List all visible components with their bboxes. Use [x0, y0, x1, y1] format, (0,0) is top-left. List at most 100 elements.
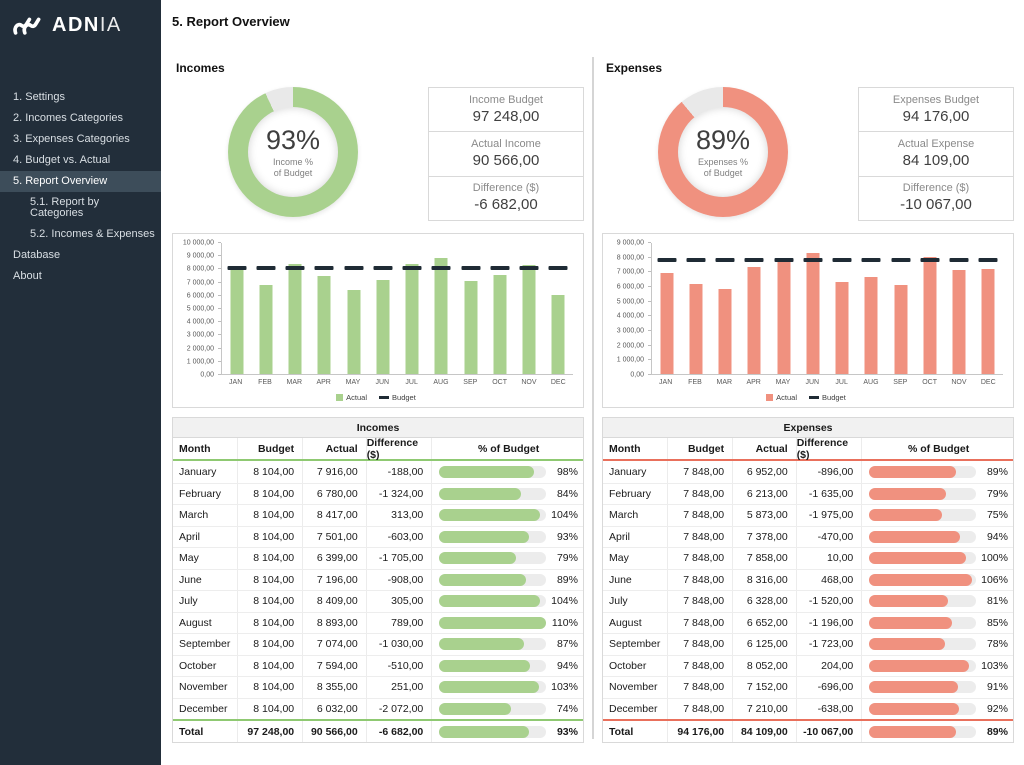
month-slot-oct — [915, 243, 944, 374]
actual-bar — [551, 294, 565, 374]
pct-value: 92% — [986, 702, 1008, 715]
sidebar-item-3-expenses-categories[interactable]: 3. Expenses Categories — [13, 133, 130, 145]
pct-bar-fill — [439, 552, 516, 565]
cell-month: Total — [609, 725, 634, 738]
budget-marker — [344, 265, 364, 270]
actual-bar — [317, 275, 331, 374]
pct-bar-fill — [439, 509, 541, 522]
cell-difference: -1 030,00 — [365, 634, 432, 655]
y-tick-mark — [218, 281, 221, 283]
x-axis: JAN FEB MAR APR MAY JUN JUL AUG SEP OCT NOV DEC — [221, 375, 573, 390]
month-slot-feb — [251, 243, 280, 374]
y-tick-label: 2 000,00 — [186, 345, 214, 353]
cell-month: November — [609, 681, 658, 694]
stat-value: 97 248,00 — [472, 107, 540, 125]
x-tick-label: NOV — [521, 379, 537, 386]
actual-bar — [230, 270, 244, 374]
cell-actual: 7 074,00 — [302, 634, 366, 655]
pct-bar-track — [439, 595, 546, 608]
month-slot-jun — [368, 243, 397, 374]
cell-budget: 7 848,00 — [666, 505, 733, 526]
expenses-donut-caption: Expenses % of Budget — [698, 157, 748, 179]
y-tick-mark — [218, 268, 221, 270]
pct-bar-fill — [439, 681, 540, 694]
y-tick-mark — [218, 294, 221, 296]
budget-marker — [744, 257, 764, 262]
y-axis: 0,00 1 000,00 2 000,00 3 000,00 4 000,00 5 00… — [179, 239, 221, 379]
chart-plot-area: 0,00 1 000,00 2 000,00 3 000,00 4 000,00 5 00… — [609, 240, 1003, 379]
sidebar-item-about[interactable]: About — [13, 270, 42, 282]
cell-difference: -2 072,00 — [365, 698, 432, 719]
cell-difference: 251,00 — [365, 677, 432, 698]
y-tick-mark — [218, 374, 221, 375]
stat-label: Actual Expense — [897, 137, 975, 150]
pct-value: 110% — [551, 616, 578, 629]
y-tick-label: 2 000,00 — [616, 342, 644, 350]
pct-bar-fill — [439, 616, 546, 629]
budget-marker — [519, 265, 539, 270]
y-axis: 0,00 1 000,00 2 000,00 3 000,00 4 000,00 5 00… — [609, 240, 651, 379]
cell-pct-of-budget: 106% — [861, 569, 1013, 590]
cell-actual: 6 032,00 — [302, 698, 366, 719]
dash-swatch-icon — [379, 395, 390, 399]
stat-value: -10 067,00 — [900, 196, 972, 214]
cell-pct-of-budget: 100% — [861, 548, 1013, 569]
y-tick-label: 1 000,00 — [186, 358, 214, 366]
cell-budget: 7 848,00 — [666, 569, 733, 590]
month-slot-nov — [515, 243, 544, 374]
pct-bar-fill — [869, 681, 958, 694]
sidebar-item-1-settings[interactable]: 1. Settings — [13, 91, 65, 103]
pct-bar-track — [869, 616, 976, 629]
budget-marker — [686, 257, 706, 262]
incomes-table: Incomes Month Budget Actual Difference ($)% … — [172, 417, 584, 743]
cell-month: May — [179, 552, 199, 565]
incomes-donut-percent: 93% — [265, 124, 321, 155]
sidebar-item-5-report-overview[interactable]: 5. Report Overview — [0, 171, 161, 192]
y-tick-label: 6 000,00 — [186, 292, 214, 300]
cell-actual: 7 210,00 — [732, 698, 796, 719]
column-header: Actual — [302, 438, 366, 459]
cell-budget: 8 104,00 — [236, 483, 303, 504]
budget-marker — [227, 265, 247, 270]
table-row: September 7 848,00 6 125,00 -1 723,00 78% — [603, 633, 1013, 655]
cell-month: July — [609, 595, 628, 608]
pct-bar-track — [869, 681, 976, 694]
cell-pct-of-budget: 103% — [861, 655, 1013, 676]
cell-actual: 6 952,00 — [732, 461, 796, 483]
x-tick-label: AUG — [433, 379, 449, 386]
actual-bar — [522, 264, 536, 374]
sidebar-item-5-1-report-by-categories[interactable]: 5.1. Report by Categories — [30, 196, 100, 219]
month-slot-feb — [681, 243, 710, 374]
cell-month: November — [179, 681, 228, 694]
cell-pct-of-budget: 104% — [431, 591, 583, 612]
cell-actual: 7 858,00 — [732, 548, 796, 569]
cell-budget: 7 848,00 — [666, 548, 733, 569]
stat-label: Actual Income — [471, 137, 541, 150]
cell-difference: 313,00 — [365, 505, 432, 526]
x-tick-label: JUL — [405, 379, 418, 386]
cell-budget: 8 104,00 — [236, 526, 303, 547]
sidebar-item-4-budget-vs-actual[interactable]: 4. Budget vs. Actual — [13, 154, 111, 166]
pct-bar-fill — [869, 616, 952, 629]
pct-bar-fill — [869, 465, 956, 478]
pct-bar-track — [439, 552, 546, 565]
sidebar-item-5-2-incomes-expenses[interactable]: 5.2. Incomes & Expenses — [30, 228, 155, 240]
cell-difference: 204,00 — [795, 655, 862, 676]
plot — [651, 243, 1003, 375]
cell-month: September — [179, 638, 231, 651]
cell-pct-of-budget: 103% — [431, 677, 583, 698]
pct-bar-track — [869, 638, 976, 651]
cell-month: Total — [179, 725, 204, 738]
actual-bar — [747, 266, 761, 374]
cell-pct-of-budget: 75% — [861, 505, 1013, 526]
y-tick-label: 10 000,00 — [182, 239, 214, 247]
cell-budget: 97 248,00 — [236, 721, 303, 742]
sidebar-item-database[interactable]: Database — [13, 249, 61, 261]
table-row: May 8 104,00 6 399,00 -1 705,00 79% — [173, 547, 583, 569]
sidebar-item-2-incomes-categories[interactable]: 2. Incomes Categories — [13, 112, 124, 124]
cell-pct-of-budget: 92% — [861, 698, 1013, 719]
pct-value: 91% — [986, 681, 1008, 694]
month-slot-jan — [222, 243, 251, 374]
x-tick-label: APR — [316, 379, 331, 386]
month-slot-sep — [456, 243, 485, 374]
